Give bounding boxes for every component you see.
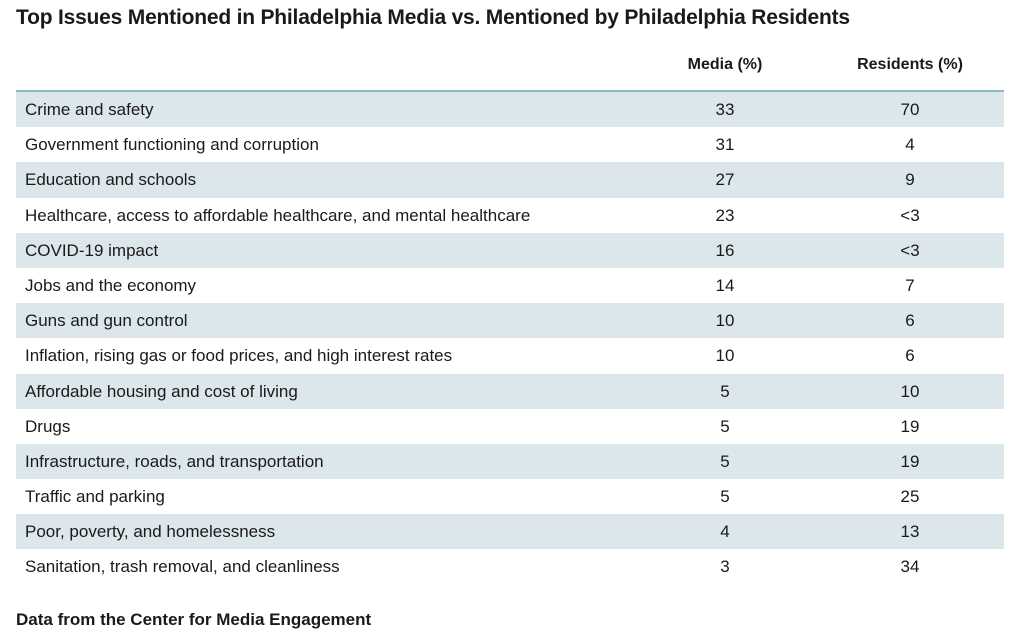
cell-value: 4 <box>905 135 915 155</box>
footer: Data from the Center for Media Engagemen… <box>16 610 372 629</box>
row-label: Sanitation, trash removal, and cleanline… <box>25 557 340 577</box>
cell-value: 34 <box>900 557 920 577</box>
row-label: Crime and safety <box>25 100 154 119</box>
table-row: Jobs and the economy 14 7 <box>16 268 1004 303</box>
cell-value: 10 <box>715 311 735 331</box>
table-row: Healthcare, access to affordable healthc… <box>16 198 1004 233</box>
cell-value: 5 <box>720 487 730 507</box>
row-label: Inflation, rising gas or food prices, an… <box>25 346 453 366</box>
row-label: Healthcare, access to affordable healthc… <box>25 205 531 225</box>
cell-value: 23 <box>715 205 735 225</box>
cell-value: 27 <box>715 170 735 190</box>
table-row: Drugs 5 19 <box>16 409 1004 444</box>
row-label: Jobs and the economy <box>25 275 197 295</box>
cell-value: 3 <box>720 557 730 577</box>
cell-value: 25 <box>900 487 920 507</box>
row-label: Poor, poverty, and homelessness <box>25 522 276 542</box>
cell-value: <3 <box>900 240 920 260</box>
table-row: Traffic and parking 5 25 <box>16 479 1004 514</box>
table-row: COVID-19 impact 16 <3 <box>16 232 1004 268</box>
cell-value: 5 <box>720 381 730 401</box>
cell-value: 14 <box>715 275 735 295</box>
table-row: Affordable housing and cost of living 5 10 <box>16 373 1004 409</box>
table: Media (%) Residents (%) Crime and safety 3… <box>16 50 1004 585</box>
cell-value: 6 <box>905 311 915 331</box>
table-row: Sanitation, trash removal, and cleanline… <box>16 549 1004 584</box>
cell-value: 13 <box>900 522 920 542</box>
cell-value: 9 <box>905 170 915 190</box>
table-row: Guns and gun control 10 6 <box>16 303 1004 339</box>
cell-value: 16 <box>715 240 735 260</box>
row-label: Government functioning and corruption <box>25 135 319 155</box>
cell-value: 6 <box>905 346 915 366</box>
cell-value: 4 <box>720 522 730 542</box>
column-header: Media (%) <box>687 56 763 73</box>
table-row: Education and schools 27 9 <box>16 162 1004 198</box>
table-row: Poor, poverty, and homelessness 4 13 <box>16 514 1004 550</box>
table-header: Media (%) Residents (%) <box>16 50 1004 92</box>
cell-value: 19 <box>900 416 920 436</box>
column-header: Residents (%) <box>857 56 963 73</box>
cell-value: 10 <box>900 381 920 401</box>
cell-value: 10 <box>715 346 735 366</box>
row-label: Infrastructure, roads, and transportatio… <box>25 451 324 471</box>
cell-value: 70 <box>900 100 920 119</box>
cell-value: 5 <box>720 416 730 436</box>
row-label: Traffic and parking <box>25 487 165 507</box>
table-row: Infrastructure, roads, and transportatio… <box>16 443 1004 480</box>
cell-value: 7 <box>905 275 915 295</box>
row-label: COVID-19 impact <box>25 240 159 260</box>
cell-value: 33 <box>715 100 735 119</box>
table-row: Government functioning and corruption 31 4 <box>16 127 1004 162</box>
cell-value: 5 <box>720 451 730 471</box>
cell-value: 31 <box>715 135 735 155</box>
title: Top Issues Mentioned in Philadelphia Med… <box>16 6 850 29</box>
row-label: Guns and gun control <box>25 311 188 331</box>
row-label: Drugs <box>25 416 71 436</box>
row-label: Affordable housing and cost of living <box>25 381 298 401</box>
table-row: Crime and safety 33 70 <box>16 92 1004 128</box>
row-label: Education and schools <box>25 170 197 190</box>
cell-value: <3 <box>900 205 920 225</box>
cell-value: 19 <box>900 451 920 471</box>
table-row: Inflation, rising gas or food prices, an… <box>16 338 1004 373</box>
